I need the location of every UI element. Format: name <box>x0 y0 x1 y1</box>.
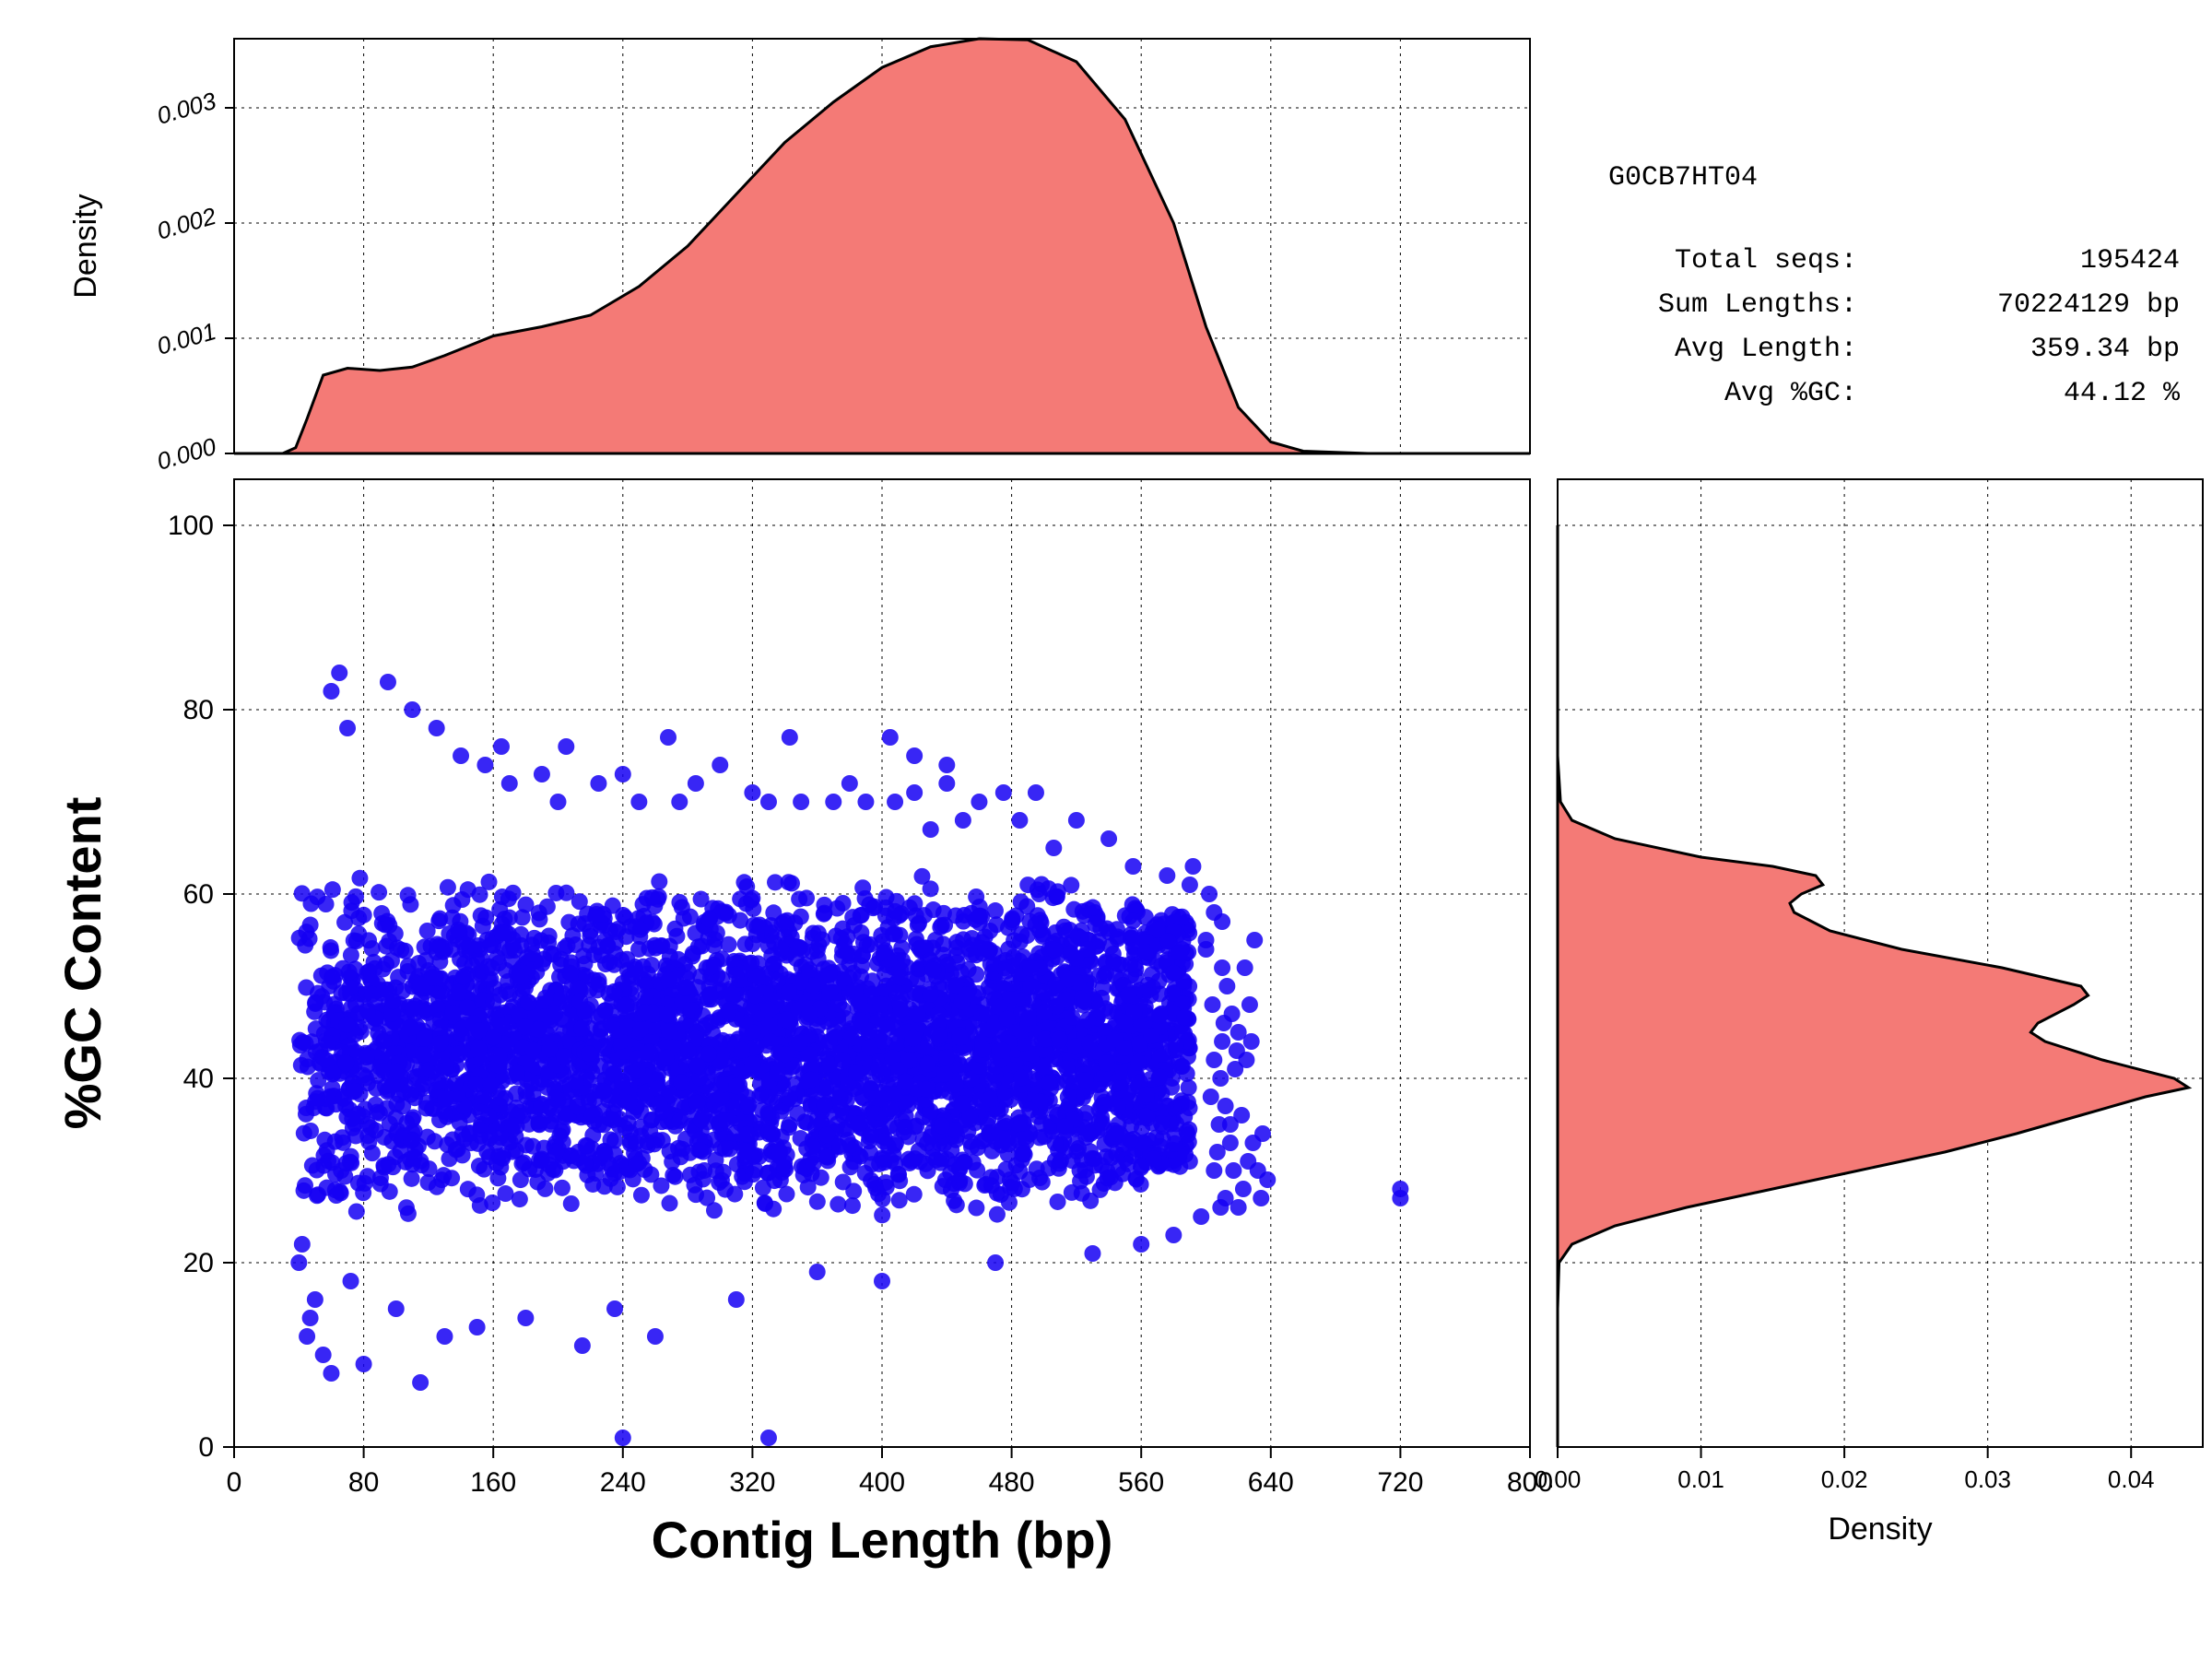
y-tick: 80 <box>183 695 214 725</box>
x-tick: 720 <box>1377 1467 1423 1498</box>
right-density-xtick: 0.01 <box>1677 1465 1724 1493</box>
figure-svg: 0.0000.0010.0020.003Density0801602403204… <box>0 0 2212 1659</box>
y-tick: 40 <box>183 1064 214 1094</box>
right-density-xtick: 0.02 <box>1821 1465 1868 1493</box>
x-tick: 640 <box>1248 1467 1294 1498</box>
y-tick: 0 <box>198 1432 214 1463</box>
stats-value: 195424 <box>2080 245 2180 276</box>
x-tick: 240 <box>600 1467 646 1498</box>
x-tick: 560 <box>1118 1467 1164 1498</box>
x-tick: 320 <box>729 1467 775 1498</box>
y-axis-label: %GC Content <box>53 797 112 1130</box>
right-density-xtick: 0.04 <box>2108 1465 2155 1493</box>
x-tick: 400 <box>859 1467 905 1498</box>
y-tick: 20 <box>183 1248 214 1278</box>
stats-label: Avg Length: <box>1675 334 1857 365</box>
y-tick: 60 <box>183 879 214 910</box>
top-density-ylabel: Density <box>68 194 103 298</box>
stats-label: Avg %GC: <box>1724 378 1857 409</box>
stats-value: 44.12 % <box>2064 378 2181 409</box>
x-tick: 0 <box>227 1467 242 1498</box>
x-tick: 80 <box>348 1467 379 1498</box>
right-density-xtick: 0.03 <box>1964 1465 2011 1493</box>
stats-value: 70224129 bp <box>1997 289 2180 321</box>
x-tick: 480 <box>989 1467 1035 1498</box>
right-density-xlabel: Density <box>1828 1512 1932 1547</box>
stats-title: G0CB7HT04 <box>1608 162 1758 194</box>
x-axis-label: Contig Length (bp) <box>652 1511 1113 1569</box>
x-tick: 160 <box>470 1467 516 1498</box>
stats-label: Total seqs: <box>1675 245 1857 276</box>
y-tick: 100 <box>168 511 214 541</box>
stats-label: Sum Lengths: <box>1658 289 1857 321</box>
stats-value: 359.34 bp <box>2030 334 2180 365</box>
right-density-xtick: 0.00 <box>1535 1465 1582 1493</box>
